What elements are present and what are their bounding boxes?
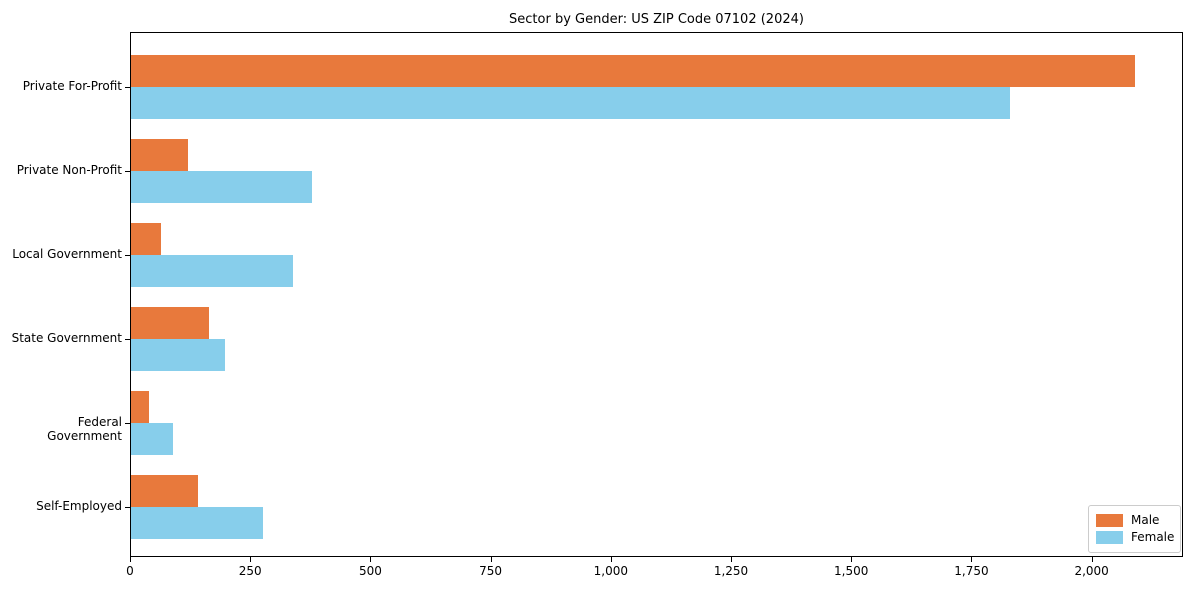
chart-title: Sector by Gender: US ZIP Code 07102 (202… xyxy=(509,12,804,27)
x-tick-mark xyxy=(250,557,252,562)
y-tick-mark xyxy=(125,171,130,172)
bar-female-4 xyxy=(130,423,174,455)
legend-item-male: Male xyxy=(1096,512,1173,529)
y-category-label: State Government xyxy=(11,331,122,345)
bar-male-0 xyxy=(130,55,1135,87)
x-tick-label: 1,500 xyxy=(834,564,869,578)
legend: Male Female xyxy=(1088,505,1181,553)
x-tick-mark xyxy=(370,557,372,562)
x-tick-mark xyxy=(1091,557,1093,562)
bar-male-4 xyxy=(130,391,150,423)
x-tick-label: 2,000 xyxy=(1074,564,1109,578)
x-tick-mark xyxy=(490,557,492,562)
x-tick-mark xyxy=(731,557,733,562)
bar-male-1 xyxy=(130,139,188,171)
x-tick-mark xyxy=(851,557,853,562)
x-tick-mark xyxy=(971,557,973,562)
legend-item-female: Female xyxy=(1096,529,1175,546)
x-tick-label: 250 xyxy=(238,564,262,578)
y-category-label: Local Government xyxy=(12,247,122,261)
y-category-label: Private Non-Profit xyxy=(16,163,122,177)
y-tick-mark xyxy=(125,339,130,340)
bar-female-5 xyxy=(130,507,263,539)
x-tick-label: 500 xyxy=(358,564,382,578)
bar-female-0 xyxy=(130,87,1010,119)
y-tick-mark xyxy=(125,423,130,424)
bar-female-2 xyxy=(130,255,293,287)
x-tick-label: 750 xyxy=(479,564,503,578)
bar-male-5 xyxy=(130,475,199,507)
legend-label: Male xyxy=(1131,513,1160,527)
bar-male-3 xyxy=(130,307,210,339)
bar-female-1 xyxy=(130,171,312,203)
x-tick-mark xyxy=(130,557,131,562)
bar-female-3 xyxy=(130,339,226,371)
x-tick-label: 0 xyxy=(126,564,134,578)
y-category-label: Self-Employed xyxy=(36,499,122,513)
legend-swatch-male xyxy=(1096,514,1123,527)
legend-swatch-female xyxy=(1096,531,1123,544)
y-tick-mark xyxy=(125,255,130,256)
y-category-label: Private For-Profit xyxy=(22,79,122,93)
x-tick-label: 1,250 xyxy=(713,564,749,578)
y-tick-mark xyxy=(125,87,130,88)
y-tick-mark xyxy=(125,507,130,508)
x-tick-mark xyxy=(610,557,612,562)
x-tick-label: 1,750 xyxy=(954,564,989,578)
y-category-label: Federal Government xyxy=(47,415,122,443)
x-tick-label: 1,000 xyxy=(593,564,628,578)
legend-label: Female xyxy=(1131,530,1175,544)
bar-male-2 xyxy=(130,223,162,255)
